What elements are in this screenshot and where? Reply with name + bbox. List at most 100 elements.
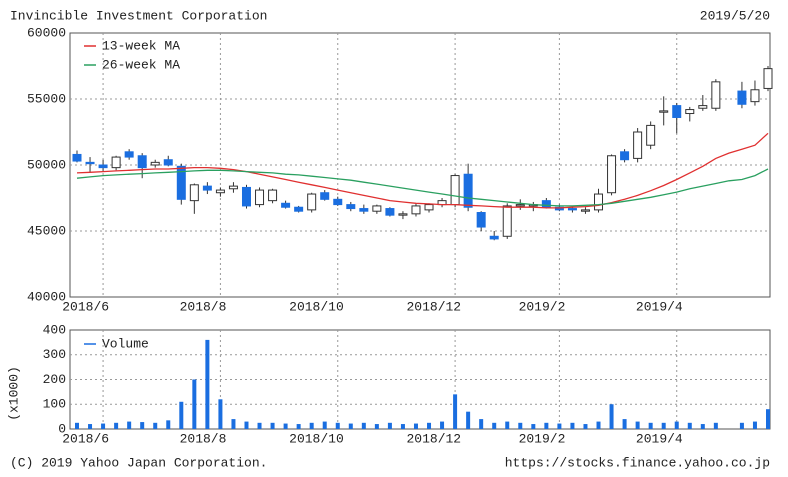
y-tick-label: 55000 [27, 91, 66, 106]
volume-bar [244, 421, 249, 429]
y-axis-label: (x1000) [6, 366, 21, 421]
y-tick-label: 200 [43, 372, 66, 387]
candle-body [281, 202, 291, 208]
x-tick-label: 2019/2 [519, 431, 566, 446]
candle-body [268, 189, 278, 202]
y-tick-label: 50000 [27, 157, 66, 172]
candle-body [137, 155, 147, 169]
candle-body [594, 193, 604, 211]
volume-bar [413, 423, 418, 429]
y-tick-label: 0 [58, 421, 66, 436]
y-tick-label: 400 [43, 322, 66, 337]
y-tick-label: 40000 [27, 289, 66, 304]
candle-body [646, 124, 656, 146]
candle-body [241, 186, 251, 207]
volume-bar [752, 421, 757, 429]
copyright: (C) 2019 Yahoo Japan Corporation. [10, 455, 267, 470]
candle-body [463, 173, 473, 208]
candle-body [163, 159, 173, 166]
volume-bar [127, 421, 132, 429]
candle-body [189, 184, 199, 202]
candle-body [228, 185, 238, 190]
x-tick-label: 2018/6 [62, 431, 109, 446]
volume-bar [557, 423, 562, 429]
candle-body [124, 151, 134, 158]
volume-bar [687, 422, 692, 429]
candle-body [763, 68, 773, 89]
volume-bar [713, 422, 718, 429]
volume-bar [700, 424, 705, 429]
volume-bar [505, 421, 510, 429]
volume-bar [622, 419, 627, 429]
candle-body [750, 89, 760, 103]
volume-bar [335, 422, 340, 429]
x-tick-label: 2018/6 [62, 299, 109, 314]
chart-title: Invincible Investment Corporation [10, 8, 267, 23]
candle-body [424, 204, 434, 211]
candle-body [607, 155, 617, 194]
candle-body [346, 204, 356, 210]
volume-bar [361, 422, 366, 429]
x-tick-label: 2019/2 [519, 299, 566, 314]
volume-bar [453, 394, 458, 429]
candle-body [85, 161, 95, 165]
volume-bar [466, 411, 471, 429]
volume-bar [583, 424, 588, 429]
volume-bar [257, 422, 262, 429]
x-tick-label: 2019/4 [636, 431, 683, 446]
volume-bar [427, 422, 432, 429]
ma-line [76, 168, 769, 207]
candle-body [307, 193, 317, 211]
candle-body [659, 110, 669, 113]
candle-body [515, 204, 525, 207]
legend-label: Volume [102, 336, 149, 351]
chart-date: 2019/5/20 [700, 8, 770, 23]
candle-body [359, 208, 369, 212]
volume-bar [635, 421, 640, 429]
candle-body [567, 208, 577, 211]
volume-bar [492, 422, 497, 429]
x-tick-label: 2018/8 [180, 431, 227, 446]
candle-body [372, 205, 382, 212]
volume-bar [400, 424, 405, 429]
y-tick-label: 45000 [27, 223, 66, 238]
y-tick-label: 100 [43, 397, 66, 412]
candle-body [72, 153, 82, 162]
volume-bar [153, 422, 158, 429]
volume-bar [205, 339, 210, 429]
candle-body [411, 205, 421, 215]
candle-body [580, 209, 590, 212]
legend-label: 13-week MA [102, 38, 180, 53]
candle-body [737, 90, 747, 105]
volume-bar [166, 420, 171, 429]
candle-body [672, 105, 682, 118]
candle-body [476, 212, 486, 228]
x-tick-label: 2019/4 [636, 299, 683, 314]
candle-body [111, 156, 121, 169]
x-tick-label: 2018/10 [289, 299, 344, 314]
volume-bar [479, 419, 484, 429]
volume-bar [531, 424, 536, 429]
candle-body [98, 164, 108, 169]
candle-body [489, 235, 499, 240]
candle-body [150, 161, 160, 166]
volume-bar [609, 404, 614, 429]
candle-body [711, 81, 721, 109]
candle-body [685, 109, 695, 115]
volume-bar [140, 422, 145, 429]
candle-body [554, 206, 564, 211]
legend-label: 26-week MA [102, 57, 180, 72]
candle-body [450, 175, 460, 206]
volume-bar [544, 422, 549, 429]
volume-bar [114, 422, 119, 429]
candle-body [176, 165, 186, 200]
volume-bar [322, 421, 327, 429]
candle-body [202, 185, 212, 191]
x-tick-label: 2018/8 [180, 299, 227, 314]
volume-bar [179, 401, 184, 429]
volume-bar [374, 424, 379, 429]
volume-bar [570, 422, 575, 429]
x-tick-label: 2018/10 [289, 431, 344, 446]
